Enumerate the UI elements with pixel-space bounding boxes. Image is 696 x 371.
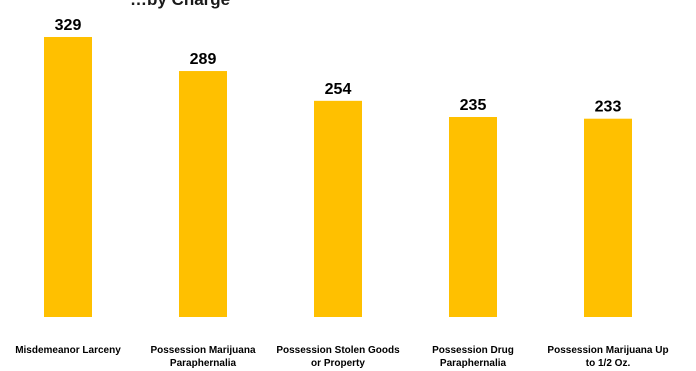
bar-3 xyxy=(314,100,362,317)
bar-5 xyxy=(584,118,632,318)
data-label-3: 254 xyxy=(325,81,352,98)
bar-2 xyxy=(179,71,227,317)
category-label-1: Misdemeanor Larceny xyxy=(15,345,121,356)
category-label-3: Possession Stolen Goods or Property xyxy=(276,345,400,369)
data-label-4: 235 xyxy=(460,97,487,114)
category-label-5: Possession Marijuana Up to 1/2 Oz. xyxy=(547,345,668,369)
data-label-1: 329 xyxy=(55,17,82,34)
bar-4 xyxy=(449,117,497,317)
data-label-2: 289 xyxy=(190,51,217,68)
data-label-5: 233 xyxy=(595,99,622,116)
category-label-4: Possession Drug Paraphernalia xyxy=(432,345,514,369)
category-label-2: Possession Marijuana Paraphernalia xyxy=(150,345,255,369)
chart-title: …by Charge xyxy=(130,0,230,10)
bar-1 xyxy=(44,37,92,317)
